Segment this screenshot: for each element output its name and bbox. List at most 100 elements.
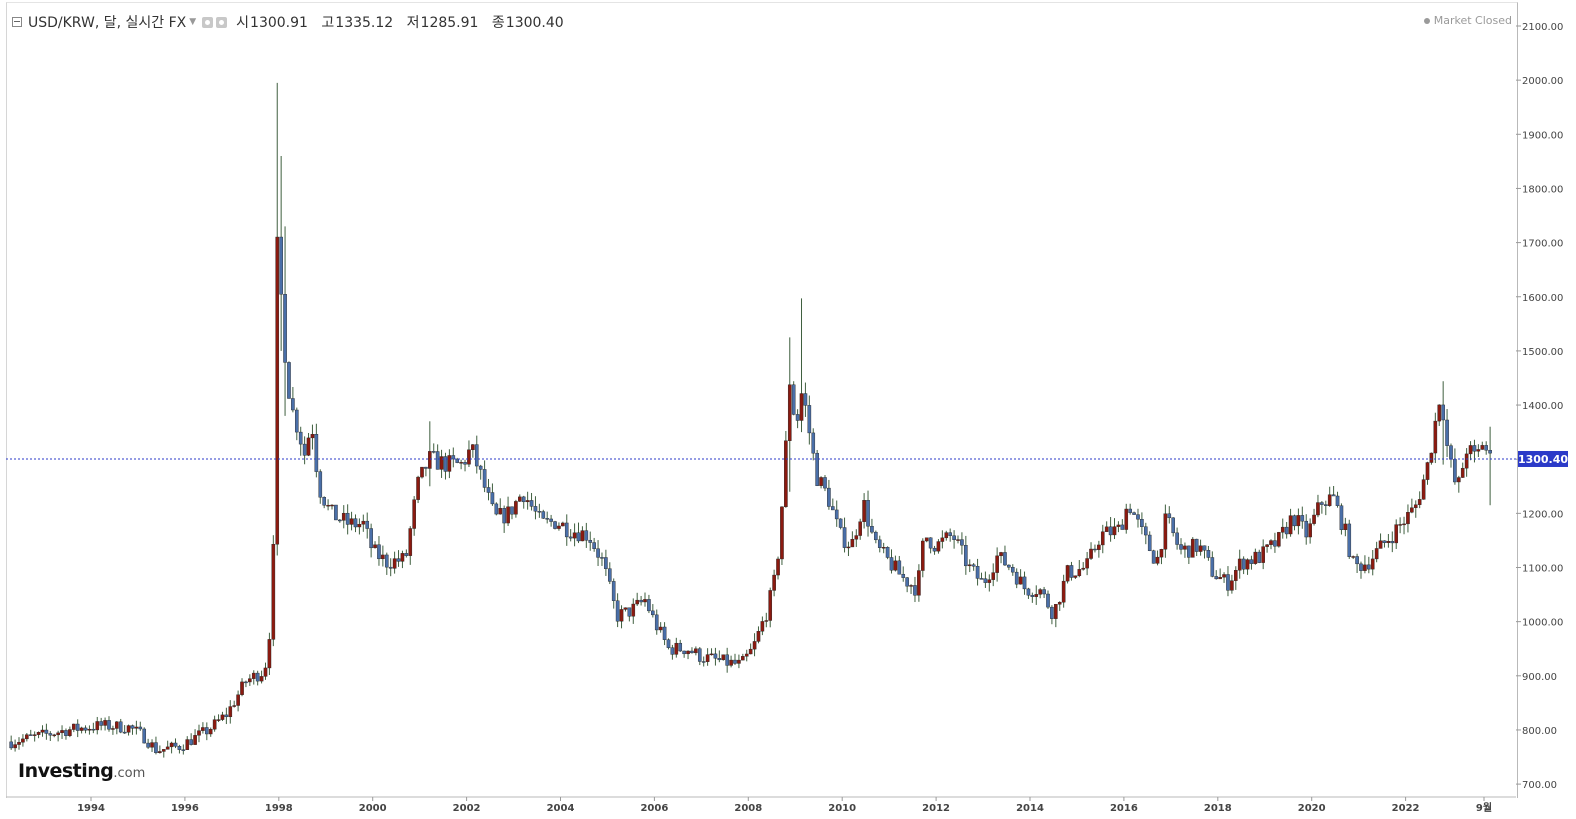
candle-body: [431, 451, 436, 453]
candle-body: [1300, 515, 1305, 522]
candle-body: [952, 535, 956, 540]
candle-body: [1480, 445, 1485, 450]
candle-body: [353, 518, 358, 528]
logo-suffix: .com: [113, 766, 146, 781]
candle-body: [717, 658, 722, 661]
candle-body: [1457, 477, 1461, 483]
candle-body: [584, 530, 589, 541]
candle-body: [381, 554, 385, 560]
candle-body: [1018, 576, 1023, 585]
symbol-title[interactable]: USD/KRW, 달, 실시간 FX: [28, 15, 187, 31]
candle-body: [361, 520, 366, 525]
candle-body: [615, 600, 620, 622]
chevron-down-icon[interactable]: ▼: [189, 17, 197, 27]
candle-body: [901, 573, 906, 578]
candle-body: [1171, 517, 1175, 534]
candle-body: [392, 558, 397, 569]
candle-body: [1097, 544, 1101, 550]
candle-body: [533, 506, 538, 512]
candle-body: [1460, 467, 1465, 478]
candle-body: [592, 542, 596, 549]
candle-body: [1151, 550, 1156, 564]
candle-body: [384, 554, 389, 568]
candle-body: [1104, 526, 1109, 532]
candle-body: [948, 532, 952, 536]
candle-body: [1308, 523, 1312, 538]
candle-body: [1147, 534, 1152, 551]
candle-body: [118, 721, 123, 733]
candle-body: [780, 506, 784, 560]
candle-body: [924, 537, 929, 542]
candle-body: [263, 667, 268, 677]
y-tick-label: 1100.00: [1522, 564, 1563, 575]
candle-body: [1241, 558, 1246, 570]
candle-body: [310, 434, 315, 439]
candle-body: [1394, 524, 1399, 544]
candle-body: [158, 751, 162, 754]
candle-body: [1421, 479, 1426, 500]
candle-body: [697, 648, 702, 662]
candle-body: [1026, 588, 1031, 596]
candle-body: [44, 729, 49, 734]
candle-body: [1312, 514, 1316, 524]
candle-body: [694, 648, 698, 654]
candle-body: [455, 458, 460, 463]
y-tick-label: 1700.00: [1522, 239, 1563, 250]
candle-body: [1382, 540, 1387, 543]
candle-body: [1190, 538, 1195, 558]
candle-body: [83, 727, 88, 731]
candle-body: [1253, 551, 1258, 564]
x-tick-label: 2008: [734, 803, 762, 814]
candle-body: [357, 524, 362, 528]
x-tick-label: 2006: [640, 803, 668, 814]
eye-icon[interactable]: [202, 16, 214, 28]
x-tick-label: 2014: [1016, 803, 1044, 814]
candle-body: [1077, 569, 1082, 576]
candle-body: [944, 532, 949, 539]
candle-body: [838, 518, 843, 528]
candle-body: [647, 599, 651, 612]
candle-body: [302, 443, 307, 456]
gear-icon[interactable]: [216, 16, 228, 28]
candle-body: [443, 456, 448, 472]
open-value: 1300.91: [250, 15, 308, 31]
candle-body: [1233, 570, 1238, 581]
candle-body: [733, 659, 737, 664]
candle-body: [251, 672, 256, 679]
candle-body: [1390, 541, 1395, 544]
candle-body: [1144, 526, 1148, 536]
candle-body: [338, 519, 342, 522]
candle-body: [631, 603, 636, 617]
x-tick-label: 1998: [265, 803, 293, 814]
candle-body: [705, 654, 710, 662]
candle-body: [165, 746, 170, 750]
candle-body: [1218, 577, 1222, 580]
x-tick-label: 2022: [1392, 803, 1420, 814]
candle-body: [1124, 508, 1129, 530]
candle-body: [795, 414, 800, 421]
candle-body: [244, 681, 248, 684]
candle-body: [1429, 452, 1434, 463]
candle-body: [1226, 574, 1230, 591]
candle-body: [858, 521, 862, 536]
candle-body: [396, 558, 401, 562]
candle-body: [662, 626, 667, 640]
x-axis: 1994 1996 1998 2000 2002 2004 2006 2008 2010 2012…: [77, 797, 1492, 814]
candle-body: [932, 547, 937, 552]
candle-body: [334, 504, 338, 521]
y-axis: 2100.00 2000.00 1900.00 1800.00 1700.00 1600.…: [1516, 22, 1563, 791]
candle-body: [1359, 563, 1363, 571]
y-tick-label: 1800.00: [1522, 184, 1563, 195]
candle-body: [463, 462, 467, 465]
candle-body: [95, 721, 100, 731]
collapse-icon[interactable]: [12, 17, 22, 27]
candle-body: [791, 384, 796, 415]
candle-body: [9, 741, 13, 749]
candle-body: [607, 568, 612, 582]
candle-body: [224, 714, 229, 718]
candle-body: [439, 456, 444, 470]
candle-body: [744, 653, 749, 657]
candle-body: [388, 566, 393, 569]
